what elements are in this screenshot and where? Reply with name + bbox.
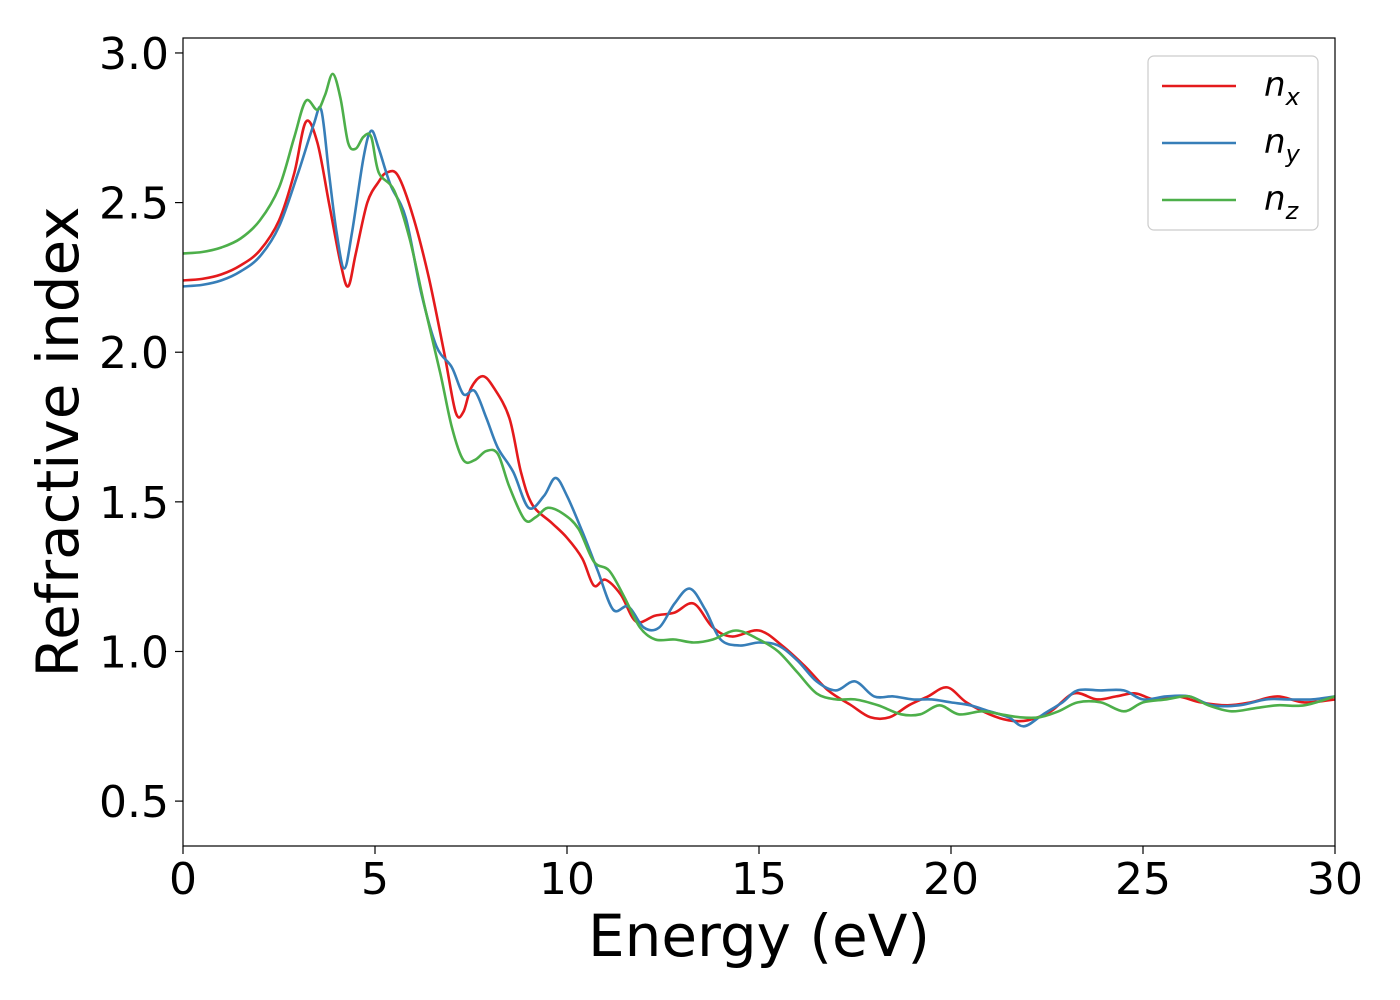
y-tick-label: 1.0 — [99, 627, 169, 678]
y-axis-label: Refractive index — [24, 206, 92, 677]
x-tick-label: 0 — [169, 854, 197, 905]
x-tick-label: 5 — [361, 854, 389, 905]
y-tick-label: 1.5 — [99, 478, 169, 529]
x-tick-label: 10 — [539, 854, 595, 905]
x-tick-label: 20 — [923, 854, 979, 905]
x-tick-label: 25 — [1115, 854, 1171, 905]
x-tick-label: 30 — [1307, 854, 1363, 905]
y-tick-label: 3.0 — [99, 29, 169, 80]
x-axis-ticks: 0 5 10 15 20 25 30 — [169, 846, 1363, 905]
series-layer — [182, 72, 1336, 728]
series-line-ny — [182, 105, 1336, 728]
y-tick-label: 0.5 — [99, 777, 169, 828]
y-tick-label: 2.5 — [99, 179, 169, 230]
y-axis-ticks: 0.5 1.0 1.5 2.0 2.5 3.0 — [99, 29, 183, 828]
series-line-nz — [182, 72, 1336, 720]
x-tick-label: 15 — [731, 854, 787, 905]
x-axis-label: Energy (eV) — [588, 902, 930, 970]
y-tick-label: 2.0 — [99, 328, 169, 379]
